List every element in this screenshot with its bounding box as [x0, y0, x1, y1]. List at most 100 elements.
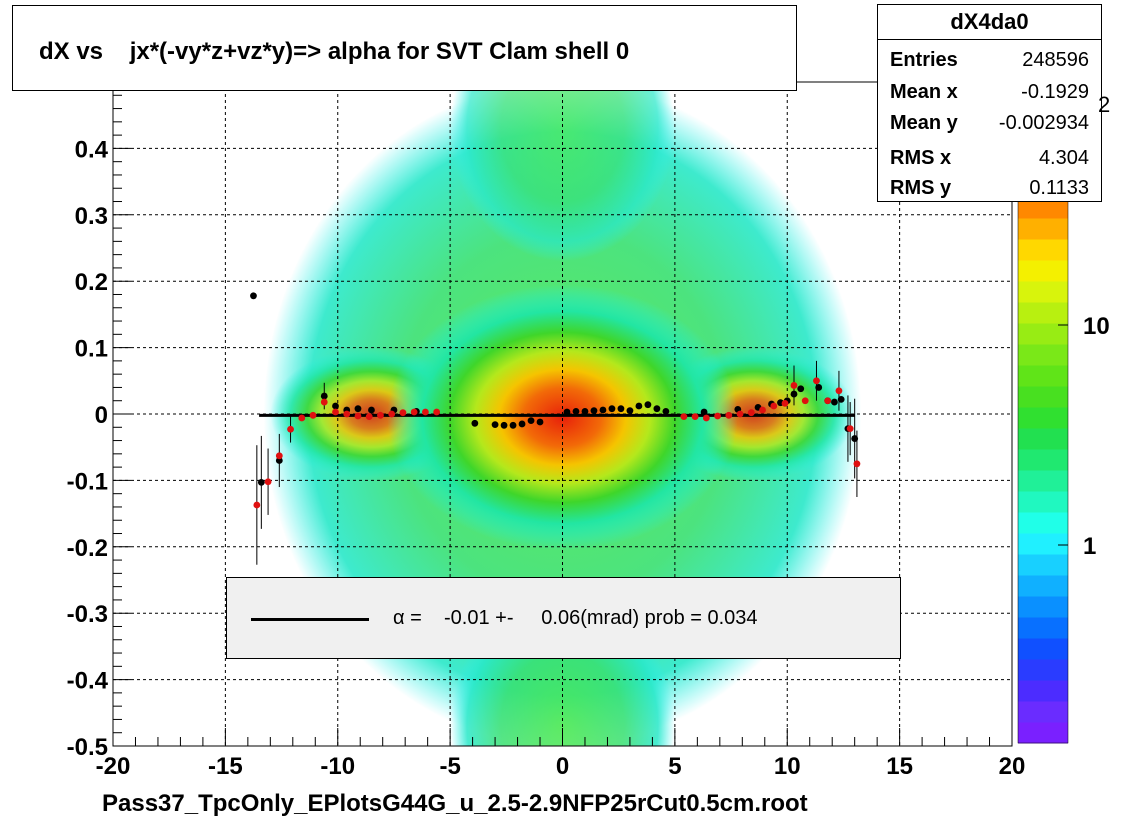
profile-point-red	[343, 410, 351, 418]
profile-point-red	[388, 410, 396, 418]
palette-color-band	[1018, 617, 1068, 639]
stats-label: RMS y	[890, 177, 952, 199]
y-tick-label: 0.4	[75, 136, 109, 163]
profile-point-red	[725, 411, 733, 419]
palette-color-band	[1018, 680, 1068, 702]
stats-value: -0.1929	[1021, 81, 1089, 103]
y-tick-label: 0.1	[75, 336, 108, 363]
profile-point-black	[851, 435, 859, 442]
y-tick-label: -0.1	[67, 468, 108, 495]
palette-color-band	[1018, 239, 1068, 261]
x-tick-label: 0	[556, 753, 569, 780]
profile-point-red	[320, 398, 328, 406]
palette-color-band	[1018, 428, 1068, 450]
profile-point-black	[518, 420, 526, 428]
chart-title: dX vs jx*(-vy*z+vz*y)=> alpha for SVT Cl…	[39, 38, 630, 65]
profile-point-black	[581, 407, 589, 415]
profile-point-black	[332, 402, 339, 410]
profile-point-red	[422, 408, 429, 416]
stats-box: dX4da0 Entries 248596 Mean x -0.1929 Mea…	[877, 4, 1102, 202]
x-tick-label: -10	[320, 753, 355, 780]
profile-point-red	[702, 414, 710, 422]
stats-label: Mean x	[890, 81, 958, 103]
profile-point-black	[626, 407, 634, 415]
palette-color-band	[1018, 386, 1068, 408]
palette-color-band	[1018, 470, 1068, 492]
x-tick-label: 20	[999, 753, 1026, 780]
profile-point-red	[365, 413, 373, 421]
profile-point-red	[835, 387, 843, 395]
palette-color-band	[1018, 365, 1068, 387]
profile-point-red	[264, 478, 272, 486]
fit-legend-text: α = -0.01 +- 0.06(mrad) prob = 0.034	[393, 607, 758, 629]
palette-color-band	[1018, 512, 1068, 534]
profile-point-red	[253, 501, 261, 509]
palette-color-band	[1018, 575, 1068, 597]
stats-value: 4.304	[1038, 147, 1089, 169]
profile-point-red	[691, 413, 699, 421]
stats-value: -0.002934	[998, 112, 1089, 134]
palette-color-band	[1018, 638, 1068, 660]
stats-row-rms-y: RMS y 0.1133	[890, 177, 1089, 203]
palette-color-band	[1018, 596, 1068, 618]
profile-point-red	[309, 411, 317, 419]
profile-point-red	[853, 460, 861, 468]
x-tick-label: -5	[439, 753, 460, 780]
profile-point-black	[797, 385, 805, 393]
stats-label: Mean y	[890, 112, 958, 134]
profile-point-black	[471, 419, 479, 427]
profile-point-black	[354, 405, 362, 413]
y-tick-label: 0.3	[75, 203, 108, 230]
stats-label: Entries	[890, 49, 958, 71]
profile-point-black	[815, 384, 823, 391]
profile-point-black	[250, 292, 257, 300]
profile-point-red	[275, 452, 283, 460]
profile-point-black	[635, 402, 643, 410]
x-tick-label: 15	[886, 753, 913, 780]
palette-color-band	[1018, 491, 1068, 513]
x-tick-label: -20	[96, 753, 131, 780]
profile-point-black	[536, 418, 544, 426]
palette-tick-label: 1	[1083, 533, 1096, 560]
profile-point-red	[846, 425, 854, 433]
palette-color-band	[1018, 197, 1068, 219]
profile-point-red	[354, 412, 362, 420]
profile-point-red	[680, 413, 688, 421]
profile-point-red	[801, 397, 809, 405]
profile-point-red	[824, 397, 832, 405]
profile-point-red	[714, 412, 721, 420]
palette-color-band	[1018, 533, 1068, 555]
profile-point-red	[781, 399, 789, 407]
profile-point-red	[433, 408, 441, 416]
profile-point-black	[599, 406, 607, 414]
y-tick-label: -0.4	[67, 668, 109, 695]
palette-tick-label: 10	[1083, 313, 1110, 340]
profile-point-red	[410, 408, 418, 416]
y-tick-label: -0.5	[67, 734, 108, 761]
profile-point-red	[813, 377, 820, 385]
stats-row-mean-y: Mean y -0.002934	[890, 112, 1089, 138]
profile-point-red	[399, 409, 407, 417]
profile-point-black	[590, 407, 598, 415]
x-tick-label: -15	[208, 753, 243, 780]
y-tick-label: 0.2	[75, 269, 108, 296]
palette-color-band	[1018, 722, 1068, 744]
profile-point-black	[527, 417, 535, 425]
stats-label: RMS x	[890, 147, 952, 169]
profile-point-black	[509, 421, 517, 429]
profile-point-black	[368, 406, 375, 414]
profile-point-black	[837, 395, 845, 403]
palette-color-band	[1018, 659, 1068, 681]
profile-point-black	[653, 405, 661, 413]
profile-point-red	[759, 406, 766, 414]
fit-legend-line	[251, 618, 369, 621]
profile-point-red	[790, 382, 798, 389]
y-tick-label: 0	[95, 402, 108, 429]
palette-color-band	[1018, 302, 1068, 324]
profile-point-black	[831, 398, 838, 406]
y-tick-label: -0.2	[67, 535, 108, 562]
profile-point-black	[500, 421, 508, 429]
profile-point-red	[298, 414, 306, 422]
profile-point-black	[572, 407, 580, 415]
profile-point-red	[747, 409, 755, 417]
